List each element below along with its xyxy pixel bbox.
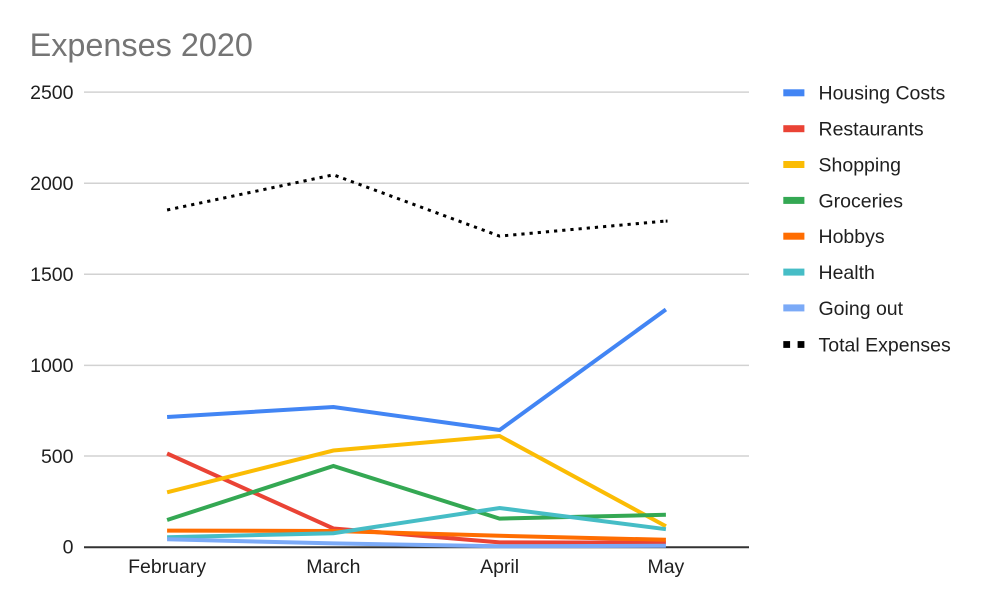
svg-text:Hobbys: Hobbys — [819, 226, 885, 248]
svg-text:Health: Health — [819, 262, 875, 284]
svg-text:Shopping: Shopping — [819, 154, 901, 176]
svg-text:Housing Costs: Housing Costs — [819, 83, 946, 105]
svg-text:April: April — [480, 556, 519, 578]
svg-text:Expenses 2020: Expenses 2020 — [30, 27, 253, 63]
svg-text:Groceries: Groceries — [819, 190, 904, 212]
svg-text:February: February — [128, 556, 206, 578]
svg-text:0: 0 — [63, 537, 74, 559]
svg-text:Going out: Going out — [819, 298, 904, 320]
svg-text:Restaurants: Restaurants — [819, 119, 924, 141]
svg-text:March: March — [306, 556, 360, 578]
svg-text:Total Expenses: Total Expenses — [819, 335, 951, 357]
svg-text:500: 500 — [41, 446, 74, 468]
svg-text:May: May — [647, 556, 684, 578]
svg-text:2000: 2000 — [30, 173, 74, 195]
svg-text:1000: 1000 — [30, 355, 74, 377]
svg-text:1500: 1500 — [30, 264, 74, 286]
svg-text:2500: 2500 — [30, 82, 74, 104]
